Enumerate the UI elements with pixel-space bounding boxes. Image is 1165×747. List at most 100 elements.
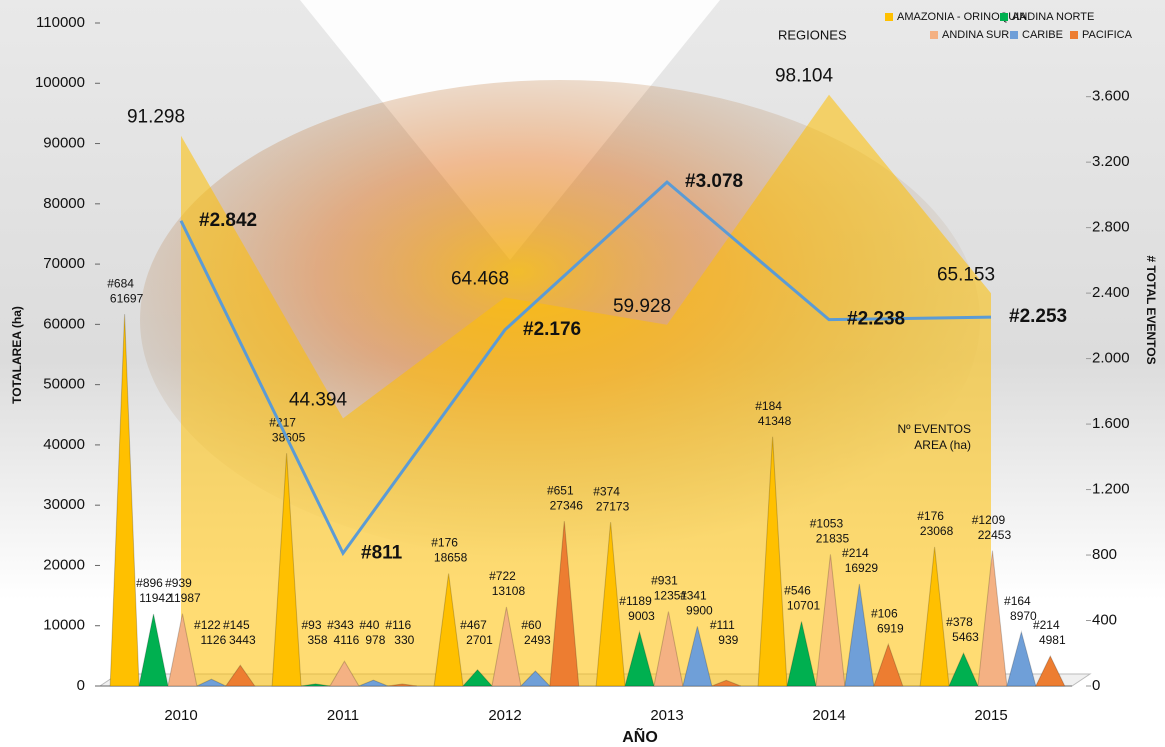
- cone-events-label: #176: [917, 509, 944, 523]
- legend-swatch: [930, 31, 938, 39]
- legend-swatch: [1070, 31, 1078, 39]
- cone-area-label: 9003: [628, 609, 655, 623]
- cone-area-label: 939: [718, 633, 738, 647]
- cone-events-label: #145: [223, 618, 250, 632]
- y-tick-label: 100000: [35, 74, 85, 91]
- cone-events-label: #343: [327, 618, 354, 632]
- cone-area-label: 27346: [550, 498, 584, 512]
- y2-tick-label: 3.600: [1092, 88, 1130, 105]
- y-tick-label: 0: [77, 677, 85, 694]
- x-tick-label: 2012: [488, 707, 521, 724]
- events-label: #2.176: [523, 319, 581, 340]
- cone-events-label: #1053: [810, 517, 844, 531]
- area-label: 65.153: [937, 264, 995, 285]
- area-label: 59.928: [613, 296, 671, 317]
- y-tick-label: 110000: [36, 14, 85, 31]
- cone-events-label: #341: [680, 589, 707, 603]
- cone-area-label: 18658: [434, 551, 468, 565]
- y2-tick-label: 800: [1092, 546, 1117, 563]
- x-tick-label: 2014: [812, 707, 845, 724]
- y-tick-label: 50000: [43, 376, 85, 393]
- x-tick-label: 2011: [327, 707, 359, 724]
- cone-events-label: #931: [651, 574, 678, 588]
- cone-area-label: 27173: [596, 499, 630, 513]
- y2-tick-label: 400: [1092, 611, 1117, 628]
- cone-area-label: 1126: [200, 633, 226, 647]
- cone-area-label: 330: [394, 633, 414, 647]
- legend-label: CARIBE: [1022, 29, 1063, 41]
- cone-events-label: #214: [1033, 618, 1060, 632]
- cone-area-label: 22453: [978, 528, 1012, 542]
- cone-events-label: #176: [431, 536, 458, 550]
- cone-events-label: #378: [946, 615, 973, 629]
- cone-events-label: #896: [136, 576, 163, 590]
- cone-events-label: #111: [710, 618, 735, 632]
- cone-events-label: #722: [489, 569, 516, 583]
- area-label: 64.468: [451, 268, 509, 289]
- x-tick-label: 2010: [164, 707, 197, 724]
- cone-area-label: 10701: [787, 599, 821, 613]
- legend-swatch: [1000, 13, 1008, 21]
- cone-area-label: 16929: [845, 561, 879, 575]
- cone-events-label: #60: [521, 618, 541, 632]
- chart: 0100002000030000400005000060000700008000…: [0, 0, 1165, 747]
- cone-events-label: #684: [107, 276, 134, 290]
- annotation: AREA (ha): [914, 438, 971, 452]
- legend-swatch: [885, 13, 893, 21]
- area-label: 44.394: [289, 389, 348, 410]
- y2-tick-label: 2.400: [1092, 284, 1130, 301]
- annotation: Nº EVENTOS: [897, 422, 971, 436]
- y2-tick-label: 3.200: [1092, 153, 1130, 170]
- cone-events-label: #939: [165, 576, 192, 590]
- events-label: #2.238: [847, 309, 905, 330]
- cone-area-label: 41348: [758, 414, 792, 428]
- cone-area-label: 358: [308, 633, 328, 647]
- cone-events-label: #1209: [972, 513, 1006, 527]
- cone-events-label: #93: [302, 618, 322, 632]
- legend-swatch: [1010, 31, 1018, 39]
- cone-area-label: 4981: [1039, 633, 1066, 647]
- y2-axis-title: # TOTAL EVENTOS: [1144, 255, 1158, 364]
- cone-area-label: 5463: [952, 630, 979, 644]
- events-label: #2.842: [199, 210, 257, 231]
- cone-events-label: #184: [755, 399, 782, 413]
- cone-area-label: 23068: [920, 524, 954, 538]
- y-tick-label: 30000: [43, 496, 85, 513]
- y-tick-label: 70000: [43, 255, 85, 272]
- cone-events-label: #467: [460, 618, 487, 632]
- y2-tick-label: 0: [1092, 677, 1100, 694]
- area-label: 98.104: [775, 66, 834, 87]
- cone-area-label: 21835: [816, 532, 850, 546]
- legend-title: REGIONES: [778, 27, 847, 42]
- y2-tick-label: 1.200: [1092, 481, 1130, 498]
- cone-events-label: #651: [547, 483, 574, 497]
- events-label: #2.253: [1009, 306, 1067, 327]
- y-tick-label: 60000: [43, 315, 85, 332]
- cone-area-label: 61697: [110, 291, 144, 305]
- x-tick-label: 2013: [650, 707, 683, 724]
- area-label: 91.298: [127, 107, 185, 128]
- cone-area-label: 978: [365, 633, 385, 647]
- cone-events-label: #122: [194, 618, 221, 632]
- y-axis-title: TOTALAREA (ha): [10, 306, 24, 404]
- cone-events-label: #1189: [619, 594, 652, 608]
- y-tick-label: 40000: [43, 436, 85, 453]
- events-label: #3.078: [685, 171, 743, 192]
- cone-area-label: 6919: [877, 621, 904, 635]
- x-tick-label: 2015: [974, 707, 1007, 724]
- cone-area-label: 11987: [168, 591, 201, 605]
- y-tick-label: 90000: [43, 135, 85, 152]
- cone-events-label: #164: [1004, 594, 1031, 608]
- legend-label: ANDINA NORTE: [1012, 11, 1094, 23]
- cone-area-label: 9900: [686, 604, 713, 618]
- y-tick-label: 10000: [43, 617, 85, 634]
- cone-events-label: #106: [871, 606, 898, 620]
- y2-tick-label: 2.000: [1092, 350, 1130, 367]
- legend-label: PACIFICA: [1082, 29, 1133, 41]
- cone-area-label: 11942: [139, 591, 172, 605]
- cone-area-label: 2701: [466, 633, 493, 647]
- cone-area-label: 4116: [334, 633, 360, 647]
- cone-events-label: #546: [784, 584, 811, 598]
- cone-events-label: #40: [359, 618, 379, 632]
- legend-label: ANDINA SUR: [942, 29, 1009, 41]
